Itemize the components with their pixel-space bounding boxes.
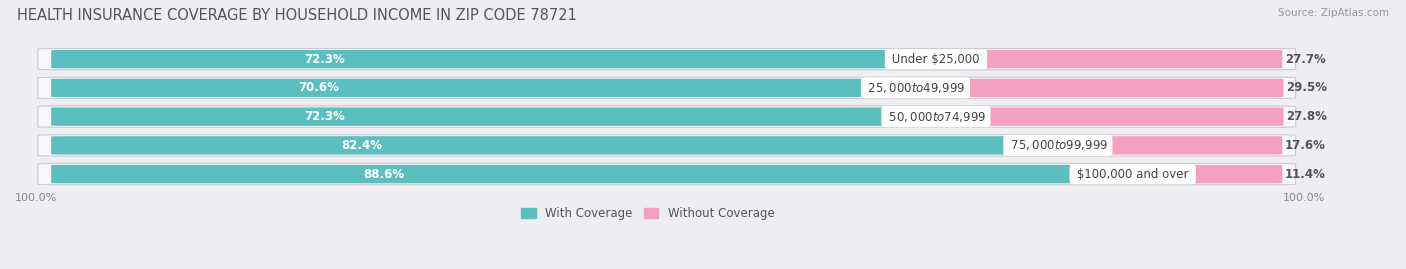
- FancyBboxPatch shape: [924, 107, 1284, 126]
- Text: 29.5%: 29.5%: [1286, 82, 1327, 94]
- Text: $100,000 and over: $100,000 and over: [1073, 168, 1192, 180]
- FancyBboxPatch shape: [38, 48, 1296, 70]
- Text: 100.0%: 100.0%: [1282, 193, 1324, 203]
- FancyBboxPatch shape: [51, 50, 948, 68]
- FancyBboxPatch shape: [51, 79, 928, 97]
- FancyBboxPatch shape: [51, 107, 948, 126]
- Text: 11.4%: 11.4%: [1285, 168, 1326, 180]
- Text: $50,000 to $74,999: $50,000 to $74,999: [884, 110, 987, 124]
- Text: 82.4%: 82.4%: [342, 139, 382, 152]
- Text: 72.3%: 72.3%: [305, 110, 346, 123]
- Text: 70.6%: 70.6%: [298, 82, 339, 94]
- FancyBboxPatch shape: [38, 164, 1296, 185]
- FancyBboxPatch shape: [904, 79, 1284, 97]
- Text: Under $25,000: Under $25,000: [889, 53, 984, 66]
- Text: 88.6%: 88.6%: [364, 168, 405, 180]
- Text: $75,000 to $99,999: $75,000 to $99,999: [1007, 138, 1109, 152]
- FancyBboxPatch shape: [38, 77, 1296, 98]
- FancyBboxPatch shape: [924, 50, 1282, 68]
- Text: 27.8%: 27.8%: [1286, 110, 1327, 123]
- Text: $25,000 to $49,999: $25,000 to $49,999: [865, 81, 966, 95]
- FancyBboxPatch shape: [38, 135, 1296, 156]
- Text: 100.0%: 100.0%: [15, 193, 58, 203]
- FancyBboxPatch shape: [51, 136, 1070, 155]
- Legend: With Coverage, Without Coverage: With Coverage, Without Coverage: [522, 207, 775, 220]
- Text: 17.6%: 17.6%: [1285, 139, 1326, 152]
- FancyBboxPatch shape: [1046, 136, 1282, 155]
- Text: 27.7%: 27.7%: [1285, 53, 1326, 66]
- Text: 72.3%: 72.3%: [305, 53, 346, 66]
- FancyBboxPatch shape: [38, 106, 1296, 127]
- FancyBboxPatch shape: [51, 165, 1144, 183]
- FancyBboxPatch shape: [1121, 165, 1282, 183]
- Text: HEALTH INSURANCE COVERAGE BY HOUSEHOLD INCOME IN ZIP CODE 78721: HEALTH INSURANCE COVERAGE BY HOUSEHOLD I…: [17, 8, 576, 23]
- Text: Source: ZipAtlas.com: Source: ZipAtlas.com: [1278, 8, 1389, 18]
